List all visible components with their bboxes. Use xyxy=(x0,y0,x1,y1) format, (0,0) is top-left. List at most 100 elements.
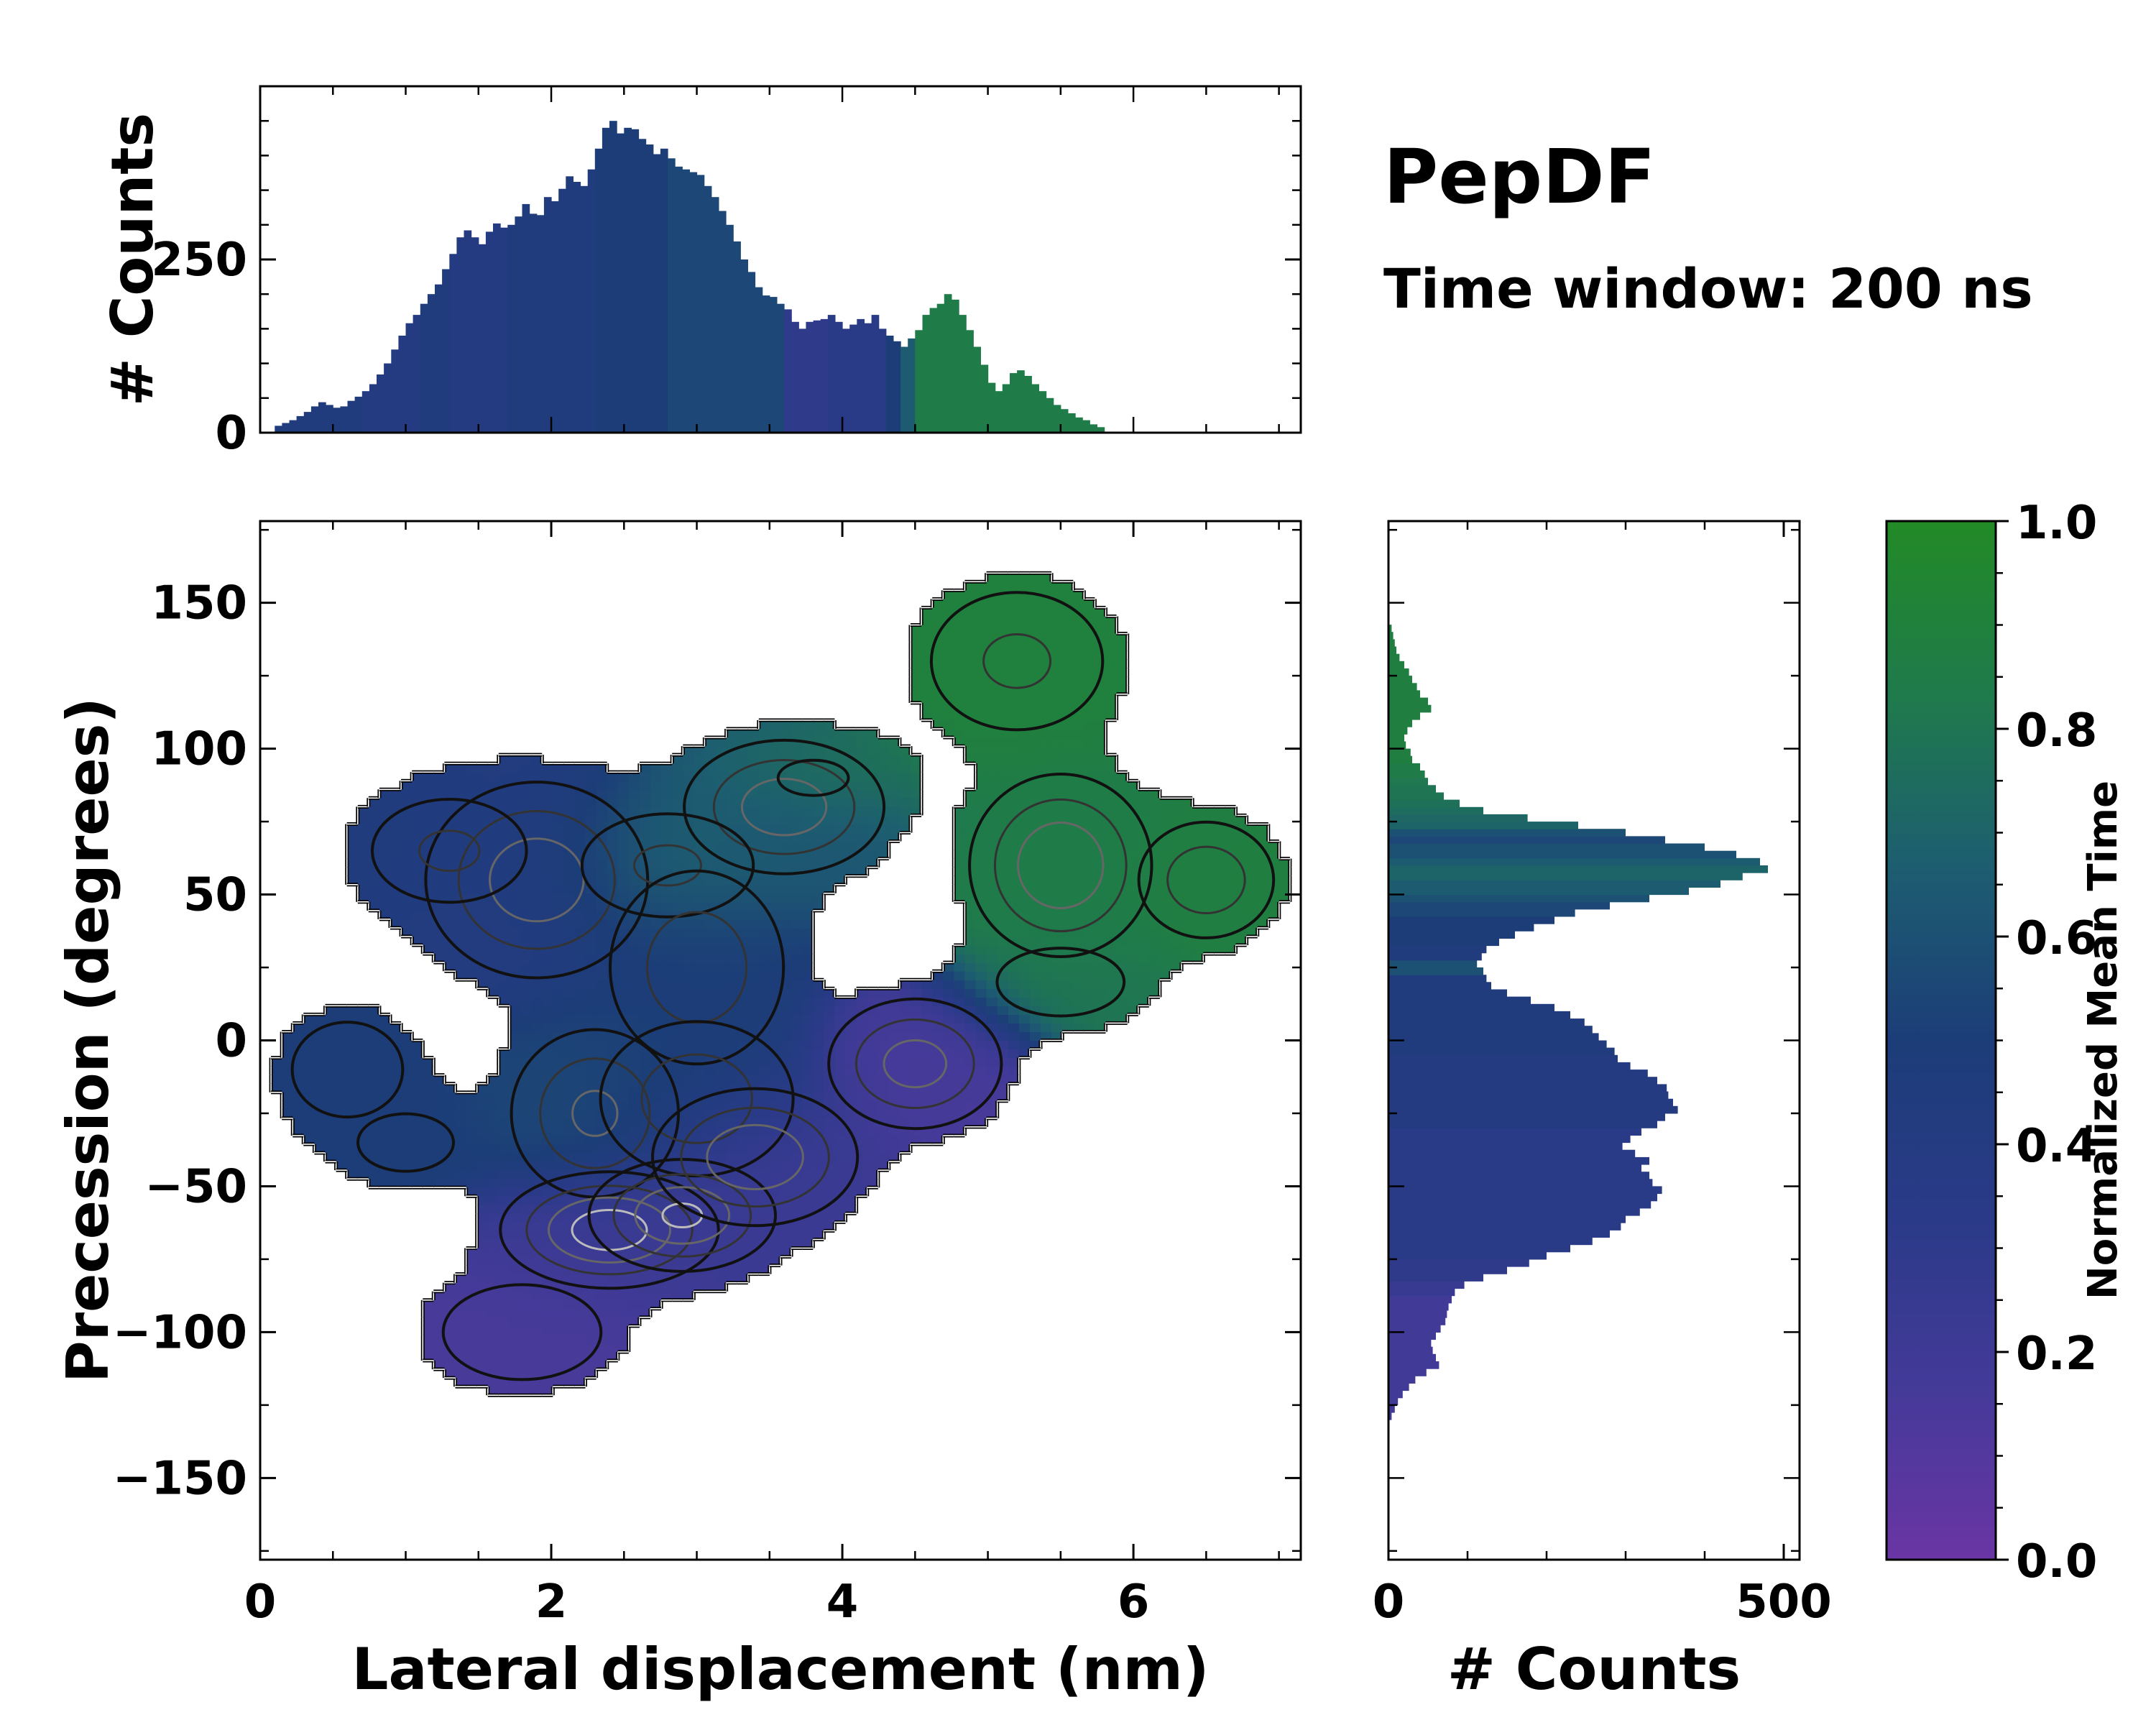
heatmap-cell xyxy=(520,798,532,807)
top-histogram-bar xyxy=(551,201,559,433)
heatmap-cell xyxy=(563,1343,575,1353)
heatmap-cell xyxy=(1029,711,1041,721)
heatmap-cell xyxy=(986,875,998,886)
heatmap-cell xyxy=(628,945,640,954)
heatmap-cell xyxy=(780,1006,792,1015)
heatmap-cell xyxy=(986,755,998,764)
heatmap-cell xyxy=(487,798,499,807)
heatmap-cell xyxy=(715,1075,727,1085)
heatmap-cell xyxy=(617,1126,630,1136)
heatmap-cell xyxy=(975,1006,987,1015)
heatmap-cell xyxy=(877,755,890,764)
heatmap-cell xyxy=(975,875,987,886)
top-histogram-bar xyxy=(333,408,341,433)
heatmap-cell xyxy=(433,781,445,790)
heatmap-cell xyxy=(1062,971,1074,980)
heatmap-cell xyxy=(737,755,749,764)
heatmap-cell xyxy=(520,1040,532,1050)
top-histogram-bar xyxy=(995,391,1003,433)
heatmap-cell xyxy=(1095,832,1107,842)
heatmap-cell xyxy=(498,1162,510,1171)
heatmap-cell xyxy=(487,1205,499,1214)
heatmap-cell xyxy=(791,937,803,946)
heatmap-cell xyxy=(1018,625,1031,635)
heatmap-cell xyxy=(921,1049,933,1059)
heatmap-cell xyxy=(1105,616,1118,626)
heatmap-cell xyxy=(1105,633,1118,643)
heatmap-cell xyxy=(704,962,717,972)
heatmap-cell xyxy=(553,1265,564,1275)
heatmap-cell xyxy=(704,1023,717,1032)
heatmap-cell xyxy=(542,815,553,824)
heatmap-cell xyxy=(487,1136,499,1145)
heatmap-cell xyxy=(476,980,489,989)
heatmap-cell xyxy=(617,997,630,1006)
heatmap-cell xyxy=(911,1023,922,1032)
heatmap-cell xyxy=(1181,893,1193,903)
heatmap-cell xyxy=(563,1014,575,1024)
heatmap-cell xyxy=(997,616,1009,626)
heatmap-cell xyxy=(617,1265,630,1275)
heatmap-cell xyxy=(877,1040,890,1050)
heatmap-cell xyxy=(769,1057,781,1067)
heatmap-cell xyxy=(520,1126,532,1136)
heatmap-cell xyxy=(368,1049,380,1059)
heatmap-cell xyxy=(954,1100,965,1110)
heatmap-cell xyxy=(747,910,760,920)
heatmap-cell xyxy=(412,1179,423,1188)
heatmap-cell xyxy=(845,1118,857,1128)
heatmap-cell xyxy=(791,824,803,834)
heatmap-cell xyxy=(412,824,423,834)
heatmap-cell xyxy=(1105,763,1118,773)
heatmap-cell xyxy=(444,1361,456,1370)
heatmap-cell xyxy=(433,1308,445,1318)
heatmap-cell xyxy=(791,875,803,886)
heatmap-cell xyxy=(943,988,954,998)
heatmap-cell xyxy=(520,815,532,824)
heatmap-cell xyxy=(997,841,1009,851)
heatmap-cell xyxy=(954,616,965,626)
heatmap-cell xyxy=(1008,772,1020,781)
heatmap-cell xyxy=(954,737,965,747)
heatmap-cell xyxy=(791,1153,803,1162)
heatmap-cell xyxy=(1116,806,1128,816)
heatmap-cell xyxy=(487,850,499,860)
heatmap-cell xyxy=(574,919,586,929)
heatmap-cell xyxy=(704,746,717,755)
heatmap-cell xyxy=(509,763,521,773)
heatmap-cell xyxy=(303,1066,315,1076)
heatmap-cell xyxy=(867,1066,879,1076)
heatmap-cell xyxy=(694,980,705,989)
top-histogram-bar xyxy=(645,144,654,433)
heatmap-cell xyxy=(758,1196,770,1205)
top-histogram-bar xyxy=(303,412,312,433)
heatmap-cell xyxy=(585,1006,597,1015)
heatmap-cell xyxy=(1051,650,1063,661)
heatmap-cell xyxy=(694,1040,705,1050)
contour-line xyxy=(827,997,1003,1131)
heatmap-cell xyxy=(758,980,770,989)
heatmap-cell xyxy=(747,1136,760,1145)
heatmap-cell xyxy=(737,928,749,937)
heatmap-cell xyxy=(986,1006,998,1015)
heatmap-cell xyxy=(943,971,954,980)
heatmap-cell xyxy=(704,1040,717,1050)
heatmap-cell xyxy=(553,1049,564,1059)
heatmap-cell xyxy=(476,1361,489,1370)
heatmap-cell xyxy=(325,1153,337,1162)
heatmap-cell xyxy=(531,1256,543,1266)
heatmap-cell xyxy=(769,824,781,834)
heatmap-cell xyxy=(498,1291,510,1301)
heatmap-cell xyxy=(888,1057,900,1067)
heatmap-cell xyxy=(542,824,553,834)
heatmap-cell xyxy=(1073,815,1084,824)
heatmap-cell xyxy=(1257,919,1269,929)
heatmap-cell xyxy=(802,720,814,730)
heatmap-cell xyxy=(553,1100,564,1110)
heatmap-cell xyxy=(487,910,499,920)
heatmap-cell xyxy=(672,988,683,998)
heatmap-cell xyxy=(325,1144,337,1154)
heatmap-cell xyxy=(553,980,564,989)
heatmap-cell xyxy=(596,1006,608,1015)
heatmap-cell xyxy=(769,815,781,824)
